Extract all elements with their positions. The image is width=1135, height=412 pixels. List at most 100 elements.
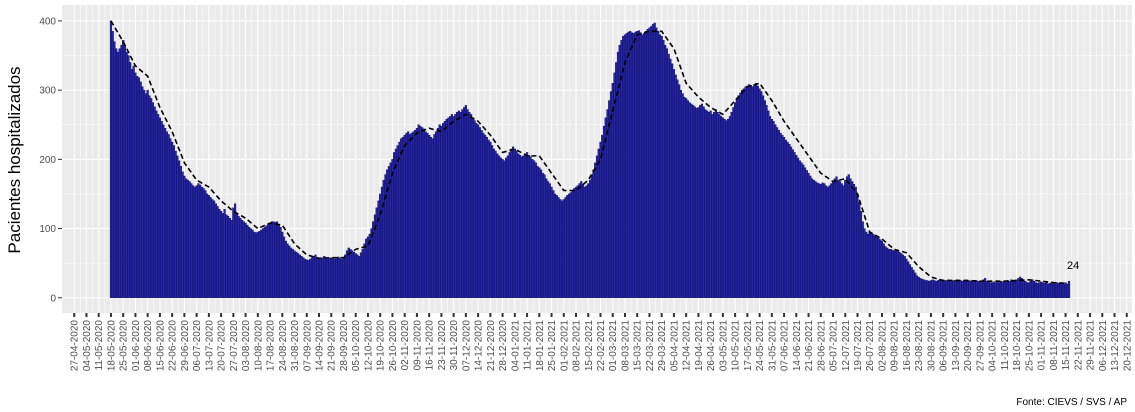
bar <box>623 34 627 298</box>
x-tick-label: 07-12-2020 <box>461 320 472 372</box>
bar <box>505 157 508 298</box>
bar <box>984 278 987 298</box>
bar <box>998 282 1001 298</box>
bar <box>548 183 551 298</box>
bar <box>702 106 705 298</box>
bar <box>1026 282 1029 298</box>
bar <box>562 199 565 298</box>
bar <box>856 193 859 298</box>
bar <box>615 62 618 298</box>
bar <box>312 256 315 298</box>
x-tick-label: 01-06-2020 <box>131 320 142 372</box>
bar <box>424 131 427 298</box>
bar <box>826 186 829 298</box>
bar <box>209 197 212 298</box>
bar <box>272 221 275 298</box>
bar <box>450 114 453 298</box>
bar <box>211 199 214 298</box>
x-tick-label: 27-07-2020 <box>229 320 240 372</box>
bar <box>706 110 709 298</box>
bar <box>926 280 929 298</box>
bar <box>415 127 418 298</box>
bar <box>129 62 132 298</box>
x-tick-label: 12-04-2021 <box>682 320 693 372</box>
x-tick-label: 31-05-2021 <box>767 320 778 372</box>
x-tick-label: 29-11-2021 <box>1086 320 1097 371</box>
bar <box>323 256 326 298</box>
bar <box>468 112 471 298</box>
bar <box>630 32 634 298</box>
bar <box>585 185 588 298</box>
bar <box>664 44 667 298</box>
bar <box>377 200 380 298</box>
bar <box>538 167 541 298</box>
bar <box>275 221 279 298</box>
x-tick-label: 11-10-2021 <box>1000 320 1011 371</box>
bar <box>1015 279 1018 298</box>
bar <box>574 186 578 298</box>
bar <box>861 221 864 298</box>
x-tick-label: 25-05-2020 <box>119 320 130 372</box>
bar <box>924 280 927 298</box>
bar <box>398 141 401 298</box>
bar <box>865 231 868 298</box>
bar <box>207 195 210 298</box>
bar <box>1001 281 1004 298</box>
x-tick-label: 28-06-2021 <box>816 320 827 372</box>
bar <box>903 256 906 298</box>
bar <box>183 175 186 298</box>
bar <box>136 76 139 298</box>
bar <box>151 102 154 298</box>
bar <box>641 34 644 298</box>
bar <box>632 33 635 298</box>
bar <box>232 207 235 298</box>
bar <box>821 182 824 298</box>
bar <box>363 243 366 298</box>
x-tick-label: 26-04-2021 <box>706 320 717 372</box>
bar <box>359 252 363 298</box>
x-tick-label: 24-05-2021 <box>755 320 766 372</box>
bar <box>116 51 120 298</box>
bar <box>842 185 845 298</box>
bar <box>498 155 501 298</box>
bar <box>518 154 522 298</box>
bar <box>655 27 658 298</box>
bar <box>950 280 953 298</box>
bar <box>314 254 317 298</box>
bar <box>438 124 441 298</box>
x-tick-label: 30-11-2020 <box>449 320 460 371</box>
bar <box>671 63 674 298</box>
bar <box>569 192 572 298</box>
y-tick-label: 400 <box>39 16 56 27</box>
bar <box>746 85 749 298</box>
bar <box>954 280 957 298</box>
bar <box>337 256 340 298</box>
x-tick-label: 23-08-2021 <box>914 320 925 372</box>
bar <box>246 224 249 298</box>
bar <box>515 150 518 298</box>
bar <box>354 253 357 298</box>
bar <box>317 258 321 298</box>
x-tick-label: 16-08-2021 <box>902 320 913 372</box>
bar <box>522 155 525 298</box>
bar <box>356 254 359 298</box>
x-tick-label: 11-05-2020 <box>94 320 105 371</box>
bar <box>678 84 681 298</box>
bar <box>727 119 730 298</box>
bar <box>1013 280 1016 298</box>
bar <box>442 123 445 298</box>
bar <box>597 148 600 298</box>
bar <box>817 183 821 298</box>
x-tick-label: 08-11-2021 <box>1049 320 1060 371</box>
bar <box>870 232 873 298</box>
bar <box>692 105 695 298</box>
bar <box>435 131 438 298</box>
x-tick-label: 08-03-2021 <box>620 320 631 372</box>
bar <box>595 155 599 298</box>
x-tick-label: 28-12-2020 <box>498 320 509 372</box>
bar <box>310 257 314 298</box>
x-tick-label: 21-06-2021 <box>804 320 815 372</box>
bar <box>456 112 459 298</box>
bar <box>414 130 417 298</box>
bar <box>534 162 537 298</box>
